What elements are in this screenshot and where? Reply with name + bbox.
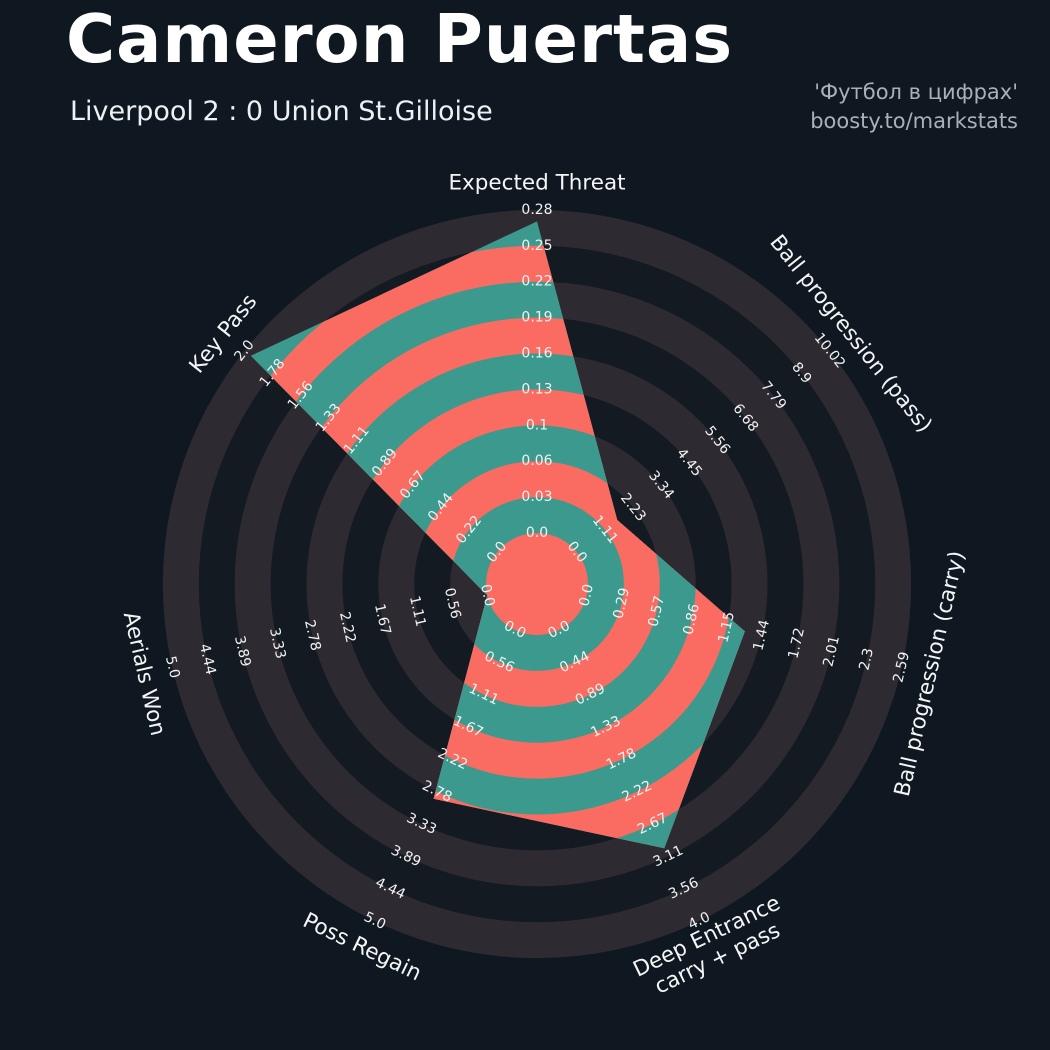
tick-label: 0.25	[521, 238, 552, 254]
tick-label: 0.13	[521, 381, 552, 397]
tick-label: 2.3	[856, 647, 877, 672]
tick-label: 0.16	[521, 346, 552, 362]
axis-label: Expected Threat	[448, 170, 625, 195]
tick-label: 2.22	[336, 610, 359, 644]
tick-label: 2.01	[820, 634, 843, 668]
match-subtitle: Liverpool 2 : 0 Union St.Gilloise	[70, 96, 493, 127]
tick-label: 2.59	[890, 650, 913, 684]
tick-label: 1.72	[785, 626, 808, 660]
tick-label: 1.11	[406, 594, 429, 628]
tick-label: 5.0	[162, 655, 183, 680]
tick-label: 0.86	[680, 602, 703, 636]
tick-label: 0.1	[526, 417, 548, 433]
tick-label: 0.28	[521, 202, 552, 218]
tick-label: 0.22	[521, 274, 552, 290]
tick-label: 0.0	[526, 525, 548, 541]
tick-label: 0.0	[576, 583, 597, 608]
tick-label: 0.06	[521, 453, 552, 469]
tick-label: 2.78	[301, 618, 324, 652]
tick-label: 3.33	[266, 626, 289, 660]
tick-label: 0.19	[521, 310, 552, 326]
tick-label: 1.15	[715, 610, 738, 644]
tick-label: 0.56	[441, 586, 464, 620]
page-title: Cameron Puertas	[66, 0, 734, 78]
tick-label: 1.44	[750, 618, 773, 652]
tick-label: 4.44	[196, 642, 219, 676]
tick-label: 3.89	[231, 634, 254, 668]
watermark: 'Футбол в цифрах' boosty.to/markstats	[810, 78, 1018, 136]
tick-label: 0.03	[521, 489, 552, 505]
tick-label: 0.0	[477, 583, 498, 608]
value-ring	[486, 533, 588, 635]
tick-label: 0.29	[610, 586, 633, 620]
tick-label: 1.67	[371, 602, 394, 636]
watermark-line-1: 'Футбол в цифрах'	[814, 80, 1018, 104]
watermark-line-2: boosty.to/markstats	[810, 108, 1018, 133]
tick-label: 0.57	[645, 594, 668, 628]
